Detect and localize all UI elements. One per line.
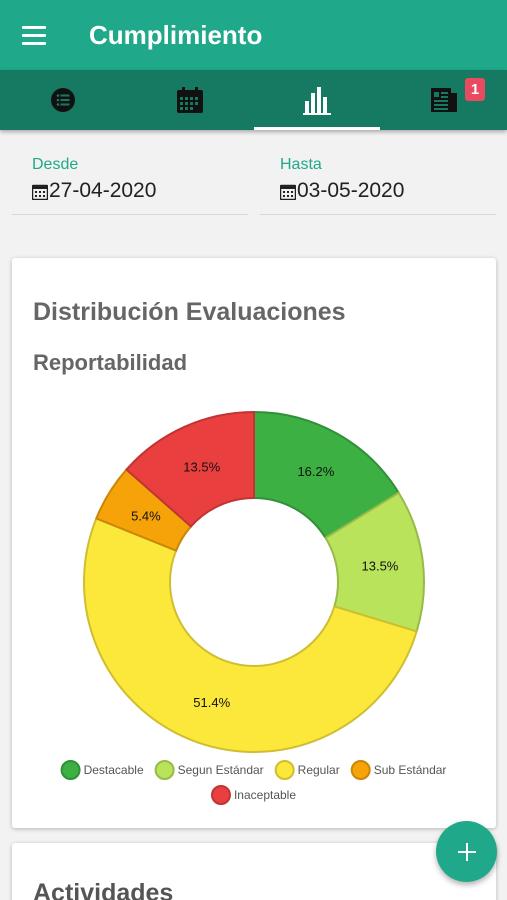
donut-chart: 16.2% 13.5% 51.4% 5.4% 13.5% Destacable Segun …: [60, 410, 447, 805]
date-to-field[interactable]: Hasta 03-05-2020: [260, 150, 496, 215]
slice-label: 16.2%: [297, 464, 334, 479]
tab-calendar[interactable]: [127, 70, 253, 130]
legend-label[interactable]: Segun Estándar: [178, 763, 264, 777]
calendar-icon: [177, 87, 203, 113]
app-bar: Cumplimiento: [0, 0, 507, 70]
slice-label: 51.4%: [193, 695, 230, 710]
activities-card: Actividades: [12, 843, 496, 900]
legend-label[interactable]: Sub Estándar: [374, 763, 447, 777]
date-to-row: 03-05-2020: [280, 179, 404, 203]
calendar-icon: [280, 184, 296, 200]
distribution-card: Distribución Evaluaciones Reportabilidad…: [12, 258, 496, 828]
active-tab-indicator: [254, 127, 380, 130]
tab-bar: [0, 70, 507, 130]
card-subtitle: Reportabilidad: [33, 350, 188, 375]
bar-chart-icon: [303, 87, 331, 115]
slice-label: 13.5%: [183, 459, 220, 474]
date-to-value: 03-05-2020: [297, 179, 405, 202]
tab-news[interactable]: [381, 70, 507, 130]
legend-swatch: [60, 760, 81, 780]
slice-label: 5.4%: [131, 508, 161, 523]
card-title: Distribución Evaluaciones: [33, 298, 346, 326]
date-to-label: Hasta: [280, 156, 322, 173]
slice-inaceptable[interactable]: [125, 410, 255, 528]
legend-label[interactable]: Regular: [298, 763, 340, 777]
plus-icon-vertical: [465, 842, 468, 861]
date-from-field[interactable]: Desde 27-04-2020: [12, 150, 248, 215]
slice-label: 13.5%: [362, 559, 399, 574]
add-button[interactable]: [436, 821, 497, 882]
activities-title: Actividades: [33, 879, 174, 900]
legend-label[interactable]: Destacable: [84, 763, 144, 777]
date-from-label: Desde: [32, 156, 79, 173]
legend-label[interactable]: Inaceptable: [234, 788, 296, 802]
notification-badge: 1: [465, 78, 485, 101]
tab-list[interactable]: [0, 70, 126, 130]
legend-swatch: [210, 785, 231, 805]
slice-regular[interactable]: [83, 517, 418, 753]
date-from-row: 27-04-2020: [32, 179, 156, 203]
menu-icon[interactable]: [22, 26, 48, 46]
legend-swatch: [350, 760, 371, 780]
app-title: Cumplimiento: [89, 20, 263, 50]
tab-statistics[interactable]: [254, 70, 380, 130]
news-icon: [431, 88, 457, 112]
legend-swatch: [274, 760, 295, 780]
calendar-icon: [32, 184, 48, 200]
list-icon: [51, 88, 75, 112]
legend-swatch: [154, 760, 175, 780]
date-from-value: 27-04-2020: [49, 179, 157, 202]
